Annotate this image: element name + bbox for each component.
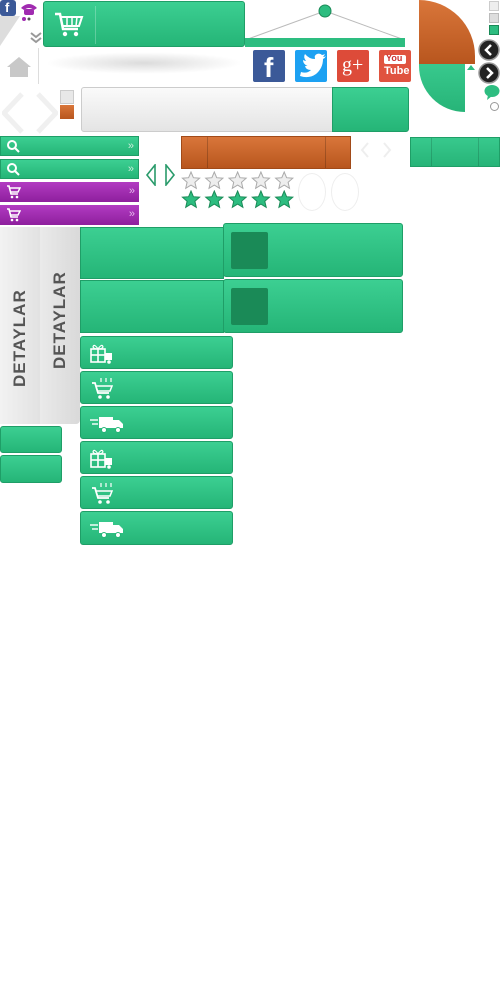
tiny-square-1 xyxy=(489,1,499,11)
arrow-left-icon[interactable] xyxy=(145,164,157,186)
cart-icon xyxy=(54,12,84,38)
small-green-button-2[interactable] xyxy=(0,455,62,483)
gift-truck-icon xyxy=(89,341,117,365)
tiny-square-2 xyxy=(489,13,499,23)
divider xyxy=(38,48,39,84)
double-chevron-icon: » xyxy=(127,163,134,175)
empty-star-rating[interactable] xyxy=(180,170,300,191)
cart-button-divider xyxy=(95,6,96,44)
orange-bar-divider-left xyxy=(207,137,208,168)
filled-star-rating[interactable] xyxy=(180,189,300,210)
delivery-truck-icon xyxy=(89,414,125,434)
shadow-decoration xyxy=(45,52,243,74)
radio-button[interactable] xyxy=(490,102,499,111)
feature-button-gift[interactable] xyxy=(80,336,233,369)
double-chevron-icon: » xyxy=(128,208,135,220)
tab-strip-divider-right xyxy=(478,138,479,166)
cart-add-icon xyxy=(91,482,115,505)
faint-chevrons-icon xyxy=(358,140,394,160)
feature-button-delivery[interactable] xyxy=(80,406,233,439)
faint-circle-right xyxy=(331,173,359,211)
cart-icon xyxy=(6,185,21,199)
search-icon xyxy=(7,163,20,176)
details-tab-1[interactable]: DETAYLAR xyxy=(0,227,40,424)
details-tab-2[interactable]: DETAYLAR xyxy=(40,227,80,424)
youtube-icon[interactable]: You Tube xyxy=(379,50,411,82)
details-tab-label: DETAYLAR xyxy=(10,289,29,387)
orange-bar-divider-right xyxy=(325,137,326,168)
star-empty-icon[interactable] xyxy=(227,170,248,190)
cart-icon xyxy=(6,208,21,222)
color-swatch-grey[interactable] xyxy=(60,90,74,104)
cart-row-1[interactable]: » xyxy=(0,182,139,202)
star-filled-icon[interactable] xyxy=(204,189,225,209)
search-icon xyxy=(7,140,20,153)
orange-bar[interactable] xyxy=(181,136,351,169)
facebook-icon[interactable]: f xyxy=(253,50,285,83)
feature-button-gift[interactable] xyxy=(80,441,233,474)
googleplus-letters: g+ xyxy=(342,54,364,76)
feature-button-cart[interactable] xyxy=(80,371,233,404)
feature-button-delivery[interactable] xyxy=(80,511,233,545)
tiny-triangle xyxy=(467,65,475,70)
facebook-letter: f xyxy=(264,52,274,83)
search-submit-button[interactable] xyxy=(332,87,409,132)
card-with-square-2[interactable] xyxy=(223,279,403,333)
search-row-1[interactable]: » xyxy=(0,136,139,156)
faint-circle-left xyxy=(298,173,326,211)
arrow-right-icon[interactable] xyxy=(164,164,176,186)
googleplus-icon[interactable]: g+ xyxy=(337,50,369,82)
star-empty-icon[interactable] xyxy=(274,170,295,190)
cart-add-icon xyxy=(91,377,115,400)
cart-row-2[interactable]: » xyxy=(0,205,139,225)
tiny-square-3 xyxy=(489,25,499,35)
chevron-down-icon[interactable] xyxy=(29,30,43,44)
dark-square-thumb xyxy=(231,232,268,269)
small-green-button-1[interactable] xyxy=(0,426,62,453)
next-circle-button[interactable] xyxy=(478,62,500,84)
star-filled-icon[interactable] xyxy=(274,189,295,209)
search-input[interactable] xyxy=(81,87,335,132)
double-chevron-icon: » xyxy=(127,140,134,152)
large-green-button-2[interactable] xyxy=(80,280,224,333)
youtube-top-text: You xyxy=(386,53,403,63)
star-filled-icon[interactable] xyxy=(251,189,271,209)
orange-corner-block xyxy=(419,0,475,64)
details-tab-label: DETAYLAR xyxy=(50,271,69,369)
facebook-small-icon[interactable]: f xyxy=(0,0,16,16)
feature-button-cart[interactable] xyxy=(80,476,233,509)
card-with-square-1[interactable] xyxy=(223,223,403,277)
star-empty-icon[interactable] xyxy=(181,170,201,190)
delivery-truck-icon xyxy=(89,519,125,539)
youtube-bottom-text: Tube xyxy=(384,65,410,77)
star-filled-icon[interactable] xyxy=(227,189,248,209)
star-empty-icon[interactable] xyxy=(204,170,225,190)
facebook-small-letter: f xyxy=(5,0,10,15)
chat-icon[interactable] xyxy=(484,85,500,100)
search-row-2[interactable]: » xyxy=(0,159,139,179)
green-tab-strip[interactable] xyxy=(410,137,500,167)
youtube-label-box: You xyxy=(384,53,406,64)
double-chevron-icon: » xyxy=(128,185,135,197)
green-corner-block xyxy=(419,64,465,112)
prev-circle-button[interactable] xyxy=(478,39,500,61)
home-icon[interactable] xyxy=(6,56,32,78)
dark-square-thumb xyxy=(231,288,268,325)
cart-button[interactable] xyxy=(43,1,245,47)
color-swatch-orange[interactable] xyxy=(60,105,74,119)
hanging-sign xyxy=(245,0,407,50)
star-empty-icon[interactable] xyxy=(251,170,271,190)
large-green-button-1[interactable] xyxy=(80,227,224,279)
triangle-decoration xyxy=(0,16,20,46)
gift-truck-icon xyxy=(89,446,117,470)
star-filled-icon[interactable] xyxy=(181,189,201,209)
phone-icon[interactable] xyxy=(18,0,40,22)
faint-arrows-icon xyxy=(2,92,58,134)
tab-strip-divider-left xyxy=(431,138,432,166)
twitter-icon[interactable] xyxy=(295,50,327,82)
